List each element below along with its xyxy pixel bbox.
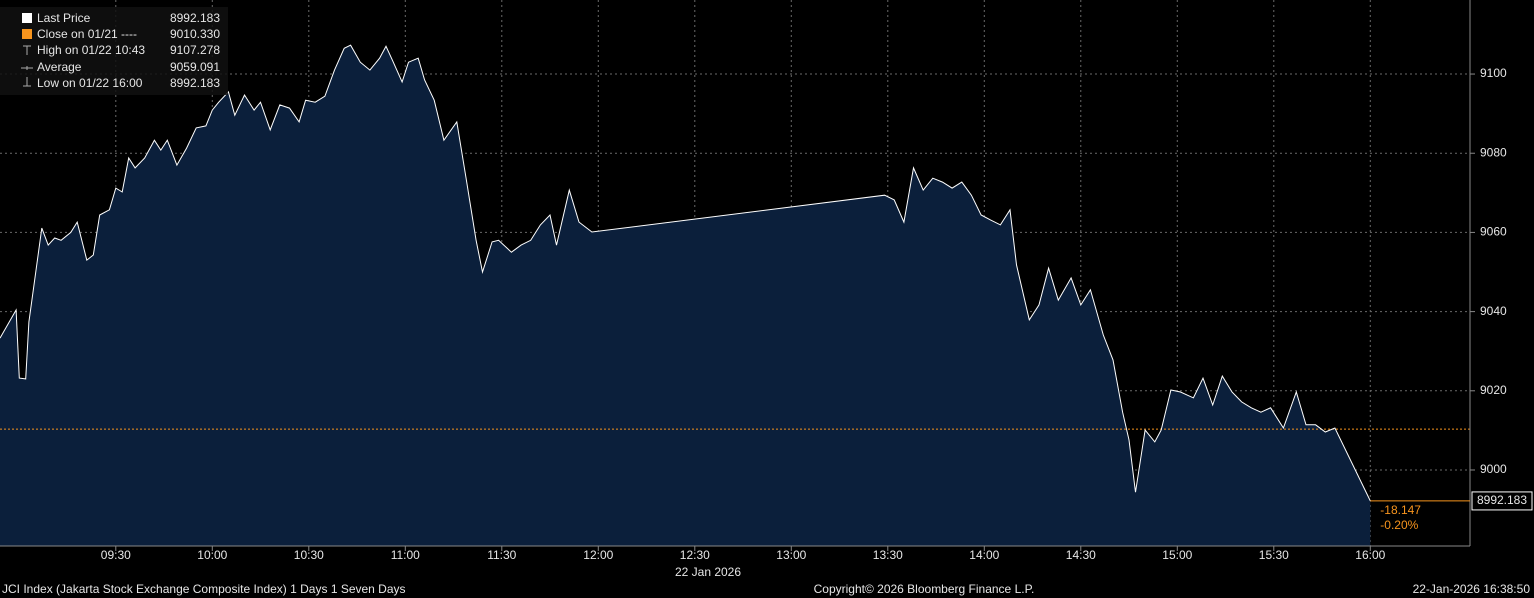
x-tick-label: 16:00 xyxy=(1355,548,1385,562)
area xyxy=(0,45,1371,546)
x-axis-label: 22 Jan 2026 xyxy=(675,565,741,579)
legend-value: 8992.183 xyxy=(170,11,220,25)
x-tick-label: 14:30 xyxy=(1066,548,1096,562)
y-tick-label: 9080 xyxy=(1480,145,1507,159)
change-label: -18.147 xyxy=(1380,503,1421,517)
y-tick-label: 9020 xyxy=(1480,383,1507,397)
y-tick-label: 9060 xyxy=(1480,225,1507,239)
legend-value: 9010.330 xyxy=(170,27,220,41)
legend-icon xyxy=(23,77,31,87)
legend-label: Average xyxy=(37,60,82,74)
legend-value: 9059.091 xyxy=(170,60,220,74)
x-tick-label: 13:00 xyxy=(776,548,806,562)
legend-label: Last Price xyxy=(37,11,91,25)
x-tick-label: 12:30 xyxy=(680,548,710,562)
footer-center: Copyright© 2026 Bloomberg Finance L.P. xyxy=(814,582,1035,596)
last-price-tag xyxy=(1471,491,1533,511)
legend-box xyxy=(0,7,228,95)
x-tick-label: 11:30 xyxy=(487,548,516,562)
legend-label: High on 01/22 10:43 xyxy=(37,43,145,57)
change-pct-label: -0.20% xyxy=(1380,518,1418,532)
x-tick-label: 14:00 xyxy=(969,548,999,562)
x-tick-label: 10:30 xyxy=(294,548,324,562)
footer-left: JCI Index (Jakarta Stock Exchange Compos… xyxy=(2,582,406,596)
price-line xyxy=(0,44,1371,502)
legend-label: Low on 01/22 16:00 xyxy=(37,76,143,90)
legend-label: Close on 01/21 ---- xyxy=(37,27,137,41)
y-tick-label: 9000 xyxy=(1480,462,1507,476)
footer-right: 22-Jan-2026 16:38:50 xyxy=(1413,582,1531,596)
y-tick-label: 9040 xyxy=(1480,304,1507,318)
x-tick-label: 12:00 xyxy=(583,548,613,562)
x-tick-label: 15:30 xyxy=(1259,548,1289,562)
x-tick-label: 11:00 xyxy=(391,548,420,562)
legend-icon xyxy=(22,29,32,39)
legend-value: 8992.183 xyxy=(170,76,220,90)
x-tick-label: 13:30 xyxy=(873,548,903,562)
x-tick-label: 09:30 xyxy=(101,548,131,562)
x-tick-label: 15:00 xyxy=(1162,548,1192,562)
legend-icon xyxy=(22,13,32,23)
legend-value: 9107.278 xyxy=(170,43,220,57)
legend-icon xyxy=(21,66,33,70)
plot xyxy=(0,0,1470,546)
x-tick-label: 10:00 xyxy=(197,548,227,562)
last-price-label: 8992.183 xyxy=(1477,493,1527,507)
y-tick-label: 9100 xyxy=(1480,66,1507,80)
legend-icon xyxy=(23,45,31,55)
